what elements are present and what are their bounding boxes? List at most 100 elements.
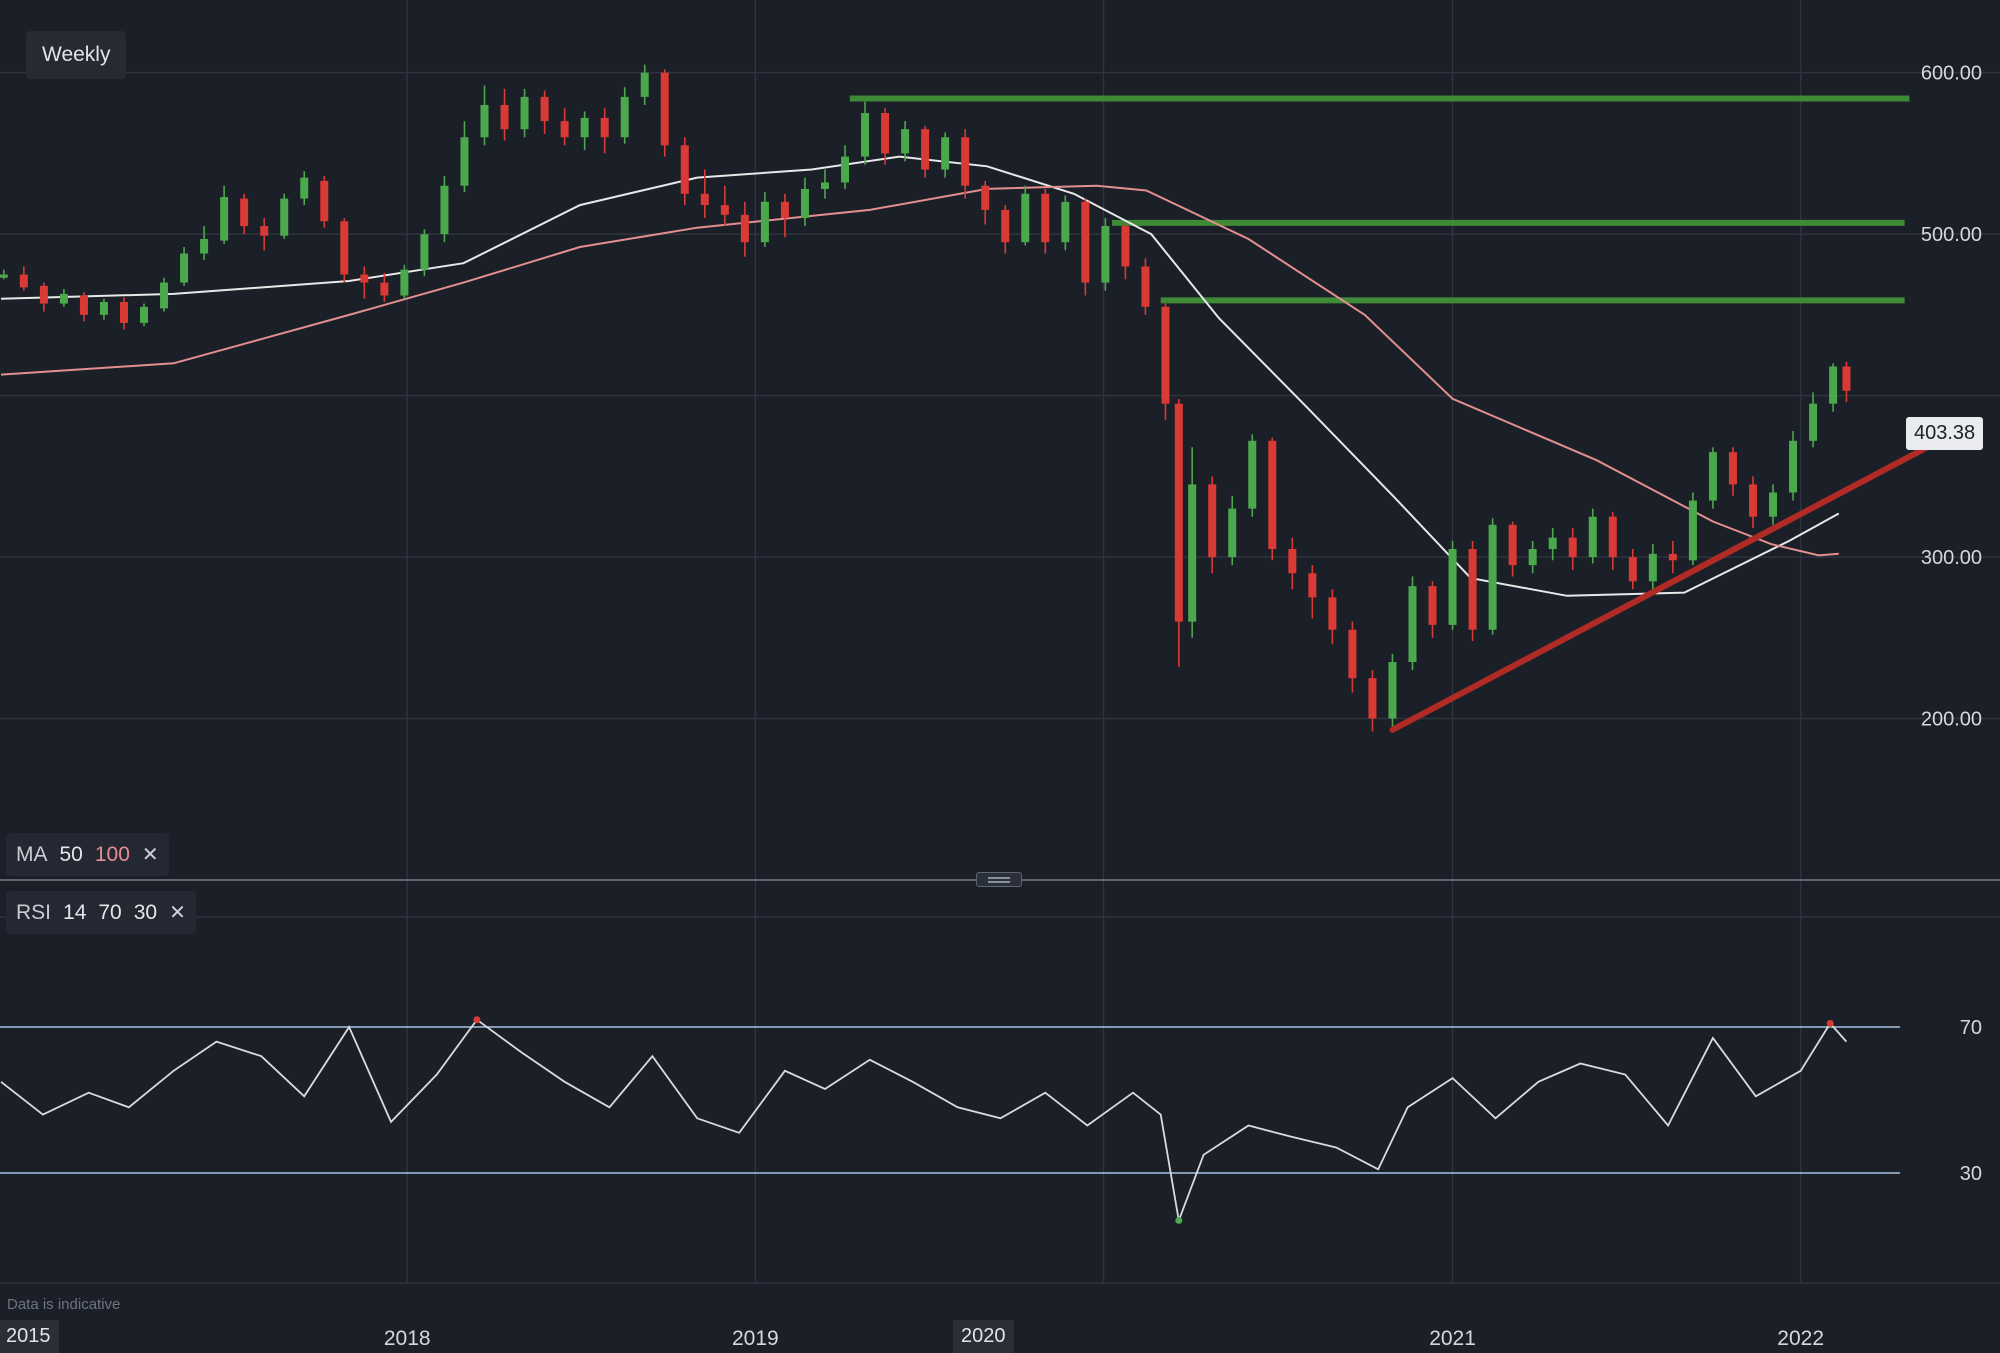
candle-down <box>1842 366 1851 391</box>
candle-up <box>59 293 68 304</box>
time-tick-label: 2021 <box>1429 1327 1476 1350</box>
candle-up <box>1061 201 1070 243</box>
candle-down <box>260 226 269 236</box>
rsi-overbought-point <box>1826 1019 1834 1027</box>
candle-up <box>1588 516 1597 558</box>
rsi-upper-band: 70 <box>98 900 122 924</box>
candle-down <box>560 121 569 138</box>
close-icon[interactable]: ✕ <box>169 902 186 924</box>
candle-up <box>620 96 629 138</box>
price-tick-label: 600.00 <box>1921 63 1982 85</box>
candle-down <box>500 104 509 130</box>
candle-down <box>1308 573 1317 598</box>
candle-down <box>961 137 970 186</box>
candle-up <box>180 253 189 283</box>
candle-up <box>800 188 809 218</box>
time-axis-start-label: 2015 <box>0 1320 59 1353</box>
rsi-overbought-point <box>473 1016 481 1024</box>
candle-down <box>1748 484 1757 517</box>
candle-down <box>740 214 749 243</box>
candle-up <box>640 72 649 97</box>
candle-up <box>1829 366 1838 404</box>
candle-down <box>540 96 549 122</box>
candle-up <box>1769 492 1778 517</box>
candle-down <box>660 72 669 146</box>
candle-down <box>119 301 128 323</box>
candle-up <box>1708 452 1717 501</box>
candle-up <box>140 306 149 323</box>
rsi-oversold-point <box>1175 1216 1183 1224</box>
candle-up <box>1388 662 1397 719</box>
pane-resize-handle[interactable] <box>976 872 1022 887</box>
candle-up <box>1188 484 1197 622</box>
candle-up <box>1228 508 1237 558</box>
candle-up <box>0 274 8 278</box>
timeframe-selector[interactable]: Weekly <box>26 31 127 79</box>
candle-down <box>1728 452 1737 485</box>
candle-down <box>1174 403 1183 622</box>
candle-up <box>420 234 429 270</box>
candle-up <box>160 282 169 309</box>
candle-up <box>1548 537 1557 549</box>
candle-down <box>1608 516 1617 558</box>
ma-fast-period: 50 <box>59 842 83 866</box>
rsi-panel <box>0 1016 1900 1224</box>
candle-up <box>1021 193 1030 243</box>
support-trendline <box>1389 441 1937 733</box>
candle-down <box>1568 537 1577 558</box>
candle-down <box>1001 209 1010 243</box>
candle-up <box>520 96 529 130</box>
candle-up <box>440 185 449 235</box>
candle-down <box>1141 266 1150 307</box>
candle-down <box>1328 597 1337 630</box>
ma-slow-period: 100 <box>94 842 130 866</box>
candle-down <box>1208 484 1217 558</box>
candle-down <box>39 285 48 304</box>
candle-up <box>861 113 870 157</box>
candle-down <box>680 145 689 194</box>
candle-down <box>1268 440 1277 549</box>
candle-up <box>280 198 289 236</box>
candle-down <box>340 221 349 275</box>
close-icon[interactable]: ✕ <box>141 844 159 866</box>
candle-down <box>921 129 930 170</box>
candle-up <box>1488 524 1497 630</box>
candle-down <box>981 185 990 210</box>
price-tick-label: 200.00 <box>1921 709 1982 731</box>
candle-up <box>400 269 409 296</box>
candle-down <box>320 180 329 222</box>
ma-indicator-legend[interactable]: MA 50 100 ✕ <box>6 833 169 876</box>
resistance-levels <box>849 95 1910 304</box>
candle-down <box>700 193 709 206</box>
price-tick-label: 500.00 <box>1921 224 1982 246</box>
ma-100-line <box>0 184 1839 557</box>
candle-up <box>1789 440 1798 493</box>
candle-down <box>1081 201 1090 283</box>
candle-up <box>300 177 309 199</box>
candle-down <box>1468 548 1477 630</box>
candle-up <box>901 129 910 154</box>
candle-down <box>1121 226 1130 267</box>
rsi-indicator-legend[interactable]: RSI 14 70 30 ✕ <box>6 891 196 934</box>
candle-up <box>1101 226 1110 283</box>
ma-label: MA <box>16 842 48 866</box>
candle-up <box>220 196 229 241</box>
candle-down <box>1428 586 1437 625</box>
candle-down <box>1508 524 1517 566</box>
candle-down <box>1628 557 1637 582</box>
candle-up <box>1648 553 1657 582</box>
candle-down <box>881 113 890 154</box>
moving-average-lines <box>0 155 1840 597</box>
grid-lines <box>0 0 2000 1284</box>
price-tick-label: 300.00 <box>1921 547 1982 569</box>
rsi-tick-label: 70 <box>1960 1017 1982 1039</box>
candle-down <box>1668 553 1677 561</box>
trendline-layer <box>1389 441 1937 733</box>
crosshair-date-badge: 2020 <box>953 1320 1014 1353</box>
candle-up <box>200 238 209 254</box>
candle-down <box>380 282 389 296</box>
candlestick-series <box>0 64 1851 732</box>
candle-down <box>79 295 88 315</box>
candle-up <box>1408 586 1417 663</box>
